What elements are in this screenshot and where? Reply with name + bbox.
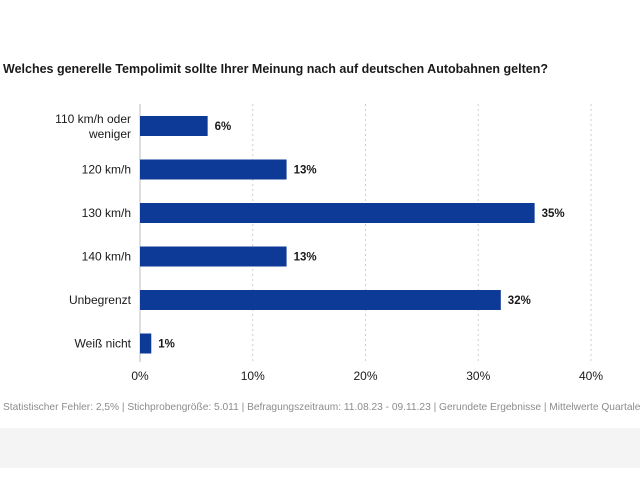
x-tick-label: 40% (579, 369, 603, 383)
category-label: 110 km/h oder weniger (55, 112, 131, 141)
data-label: 13% (294, 165, 317, 177)
bar-chart: 0% 10% 20% 30% 40% 110 km/h oder weniger 6% 120 … (55, 104, 603, 383)
bar (140, 116, 208, 136)
category-label: 120 km/h (82, 163, 131, 177)
data-label: 35% (542, 208, 565, 220)
x-tick-label: 0% (131, 369, 149, 383)
bar (140, 159, 287, 180)
bar (140, 203, 535, 223)
data-label: 32% (508, 295, 531, 307)
category-label: Weiß nicht (75, 337, 132, 351)
category-label: 140 km/h (82, 250, 131, 264)
category-label: 130 km/h (82, 206, 131, 220)
data-label: 6% (215, 121, 232, 133)
chart-footnote: Statistischer Fehler: 2,5% | Stichproben… (3, 402, 640, 413)
x-tick-label: 30% (466, 369, 490, 383)
category-label: Unbegrenzt (69, 293, 132, 307)
data-label: 1% (158, 339, 175, 351)
chart-title: Welches generelle Tempolimit sollte Ihre… (3, 62, 548, 76)
bar (140, 333, 152, 354)
x-tick-label: 20% (353, 369, 377, 383)
data-label: 13% (294, 252, 317, 264)
bottom-band (0, 428, 640, 468)
bar (140, 290, 501, 310)
x-tick-label: 10% (241, 369, 265, 383)
bar (140, 246, 287, 267)
